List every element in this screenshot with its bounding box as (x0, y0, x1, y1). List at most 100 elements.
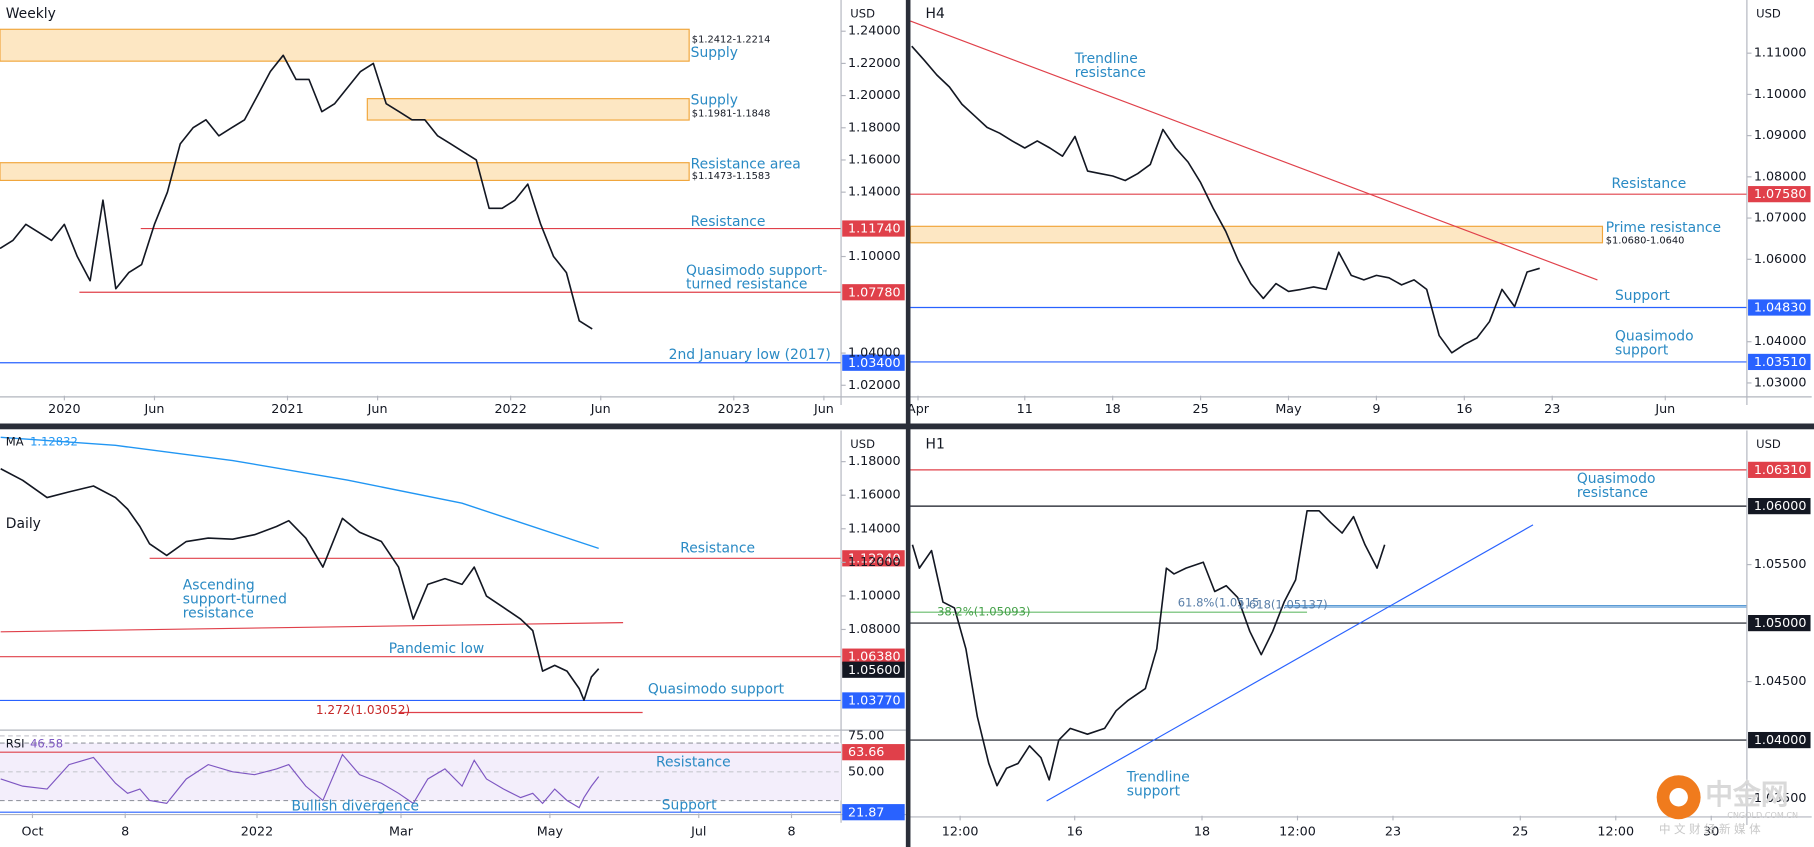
price-badge (1748, 299, 1811, 316)
axis-unit: USD (850, 6, 875, 20)
trendline (0, 622, 624, 633)
price-badge-label: 1.05000 (1754, 615, 1807, 630)
x-tick-label: 8 (787, 823, 795, 838)
panel-title: H1 (926, 436, 945, 452)
annotation: Resistance area (691, 156, 801, 172)
annotation: Ascending (183, 577, 255, 593)
annotation: resistance (1075, 65, 1146, 81)
annotation: support (1127, 783, 1181, 799)
x-tick-label: 12:00 (1597, 823, 1634, 838)
price-badge-label: 1.05600 (848, 662, 901, 677)
price-badge (842, 692, 905, 709)
y-tick-label: 1.10000 (848, 587, 901, 602)
x-tick-label: 16 (1456, 401, 1472, 416)
x-tick-label: Apr (907, 401, 930, 416)
price-badge (1748, 498, 1811, 515)
trendline (910, 20, 1598, 281)
price-line (0, 54, 593, 330)
annotation: support-turned (183, 591, 287, 607)
moving-average (0, 436, 599, 550)
x-tick-label: Jul (690, 823, 706, 838)
y-tick-label: 1.18000 (848, 119, 901, 134)
annotation: Trendline (1074, 51, 1138, 67)
annotation: resistance (1577, 485, 1648, 501)
panel-title: Daily (6, 516, 41, 532)
price-badge (842, 220, 905, 237)
annotation: Resistance (691, 214, 766, 230)
y-tick-label: 1.14000 (848, 184, 901, 199)
annotation: Supply (691, 93, 738, 109)
price-badge (842, 354, 905, 371)
zone (910, 225, 1604, 244)
x-tick-label: Mar (389, 823, 414, 838)
price-badge (1748, 353, 1811, 371)
watermark: 中金网 中文财经新媒体 CNGOLD.COM.CN (1656, 775, 1798, 836)
y-tick-label: 75.00 (848, 727, 884, 742)
rsi-line (0, 753, 600, 809)
x-tick-label: 23 (1385, 823, 1401, 838)
y-tick-label: 1.06000 (1754, 251, 1807, 266)
watermark-name: 中金网 (1705, 778, 1788, 811)
x-tick-label: 25 (1192, 401, 1208, 416)
y-tick-label: 50.00 (848, 763, 884, 778)
x-tick-label: 2022 (494, 401, 526, 416)
y-tick-label: 1.08000 (1754, 168, 1807, 183)
annotation: Prime resistance (1606, 220, 1721, 236)
x-tick-label: May (537, 823, 564, 838)
x-tick-label: Jun (144, 401, 165, 416)
rsi-title: RSI (6, 737, 25, 751)
annotation: Trendline (1126, 770, 1190, 786)
x-tick-label: Jun (813, 401, 834, 416)
price-badge (842, 744, 905, 761)
price-badge (842, 661, 905, 678)
x-tick-label: Jun (590, 401, 611, 416)
annotation: Quasimodo (1577, 471, 1656, 487)
plot (0, 436, 842, 714)
annotation: 2nd January low (2017) (669, 347, 831, 363)
x-tick-label: Jun (367, 401, 388, 416)
annotation: turned resistance (686, 277, 807, 293)
y-tick-label: 1.03000 (1754, 374, 1807, 389)
price-badge (1748, 615, 1811, 632)
price-badge-label: 1.03770 (848, 693, 901, 708)
annotation: support (1615, 343, 1669, 359)
price-badge (842, 804, 905, 821)
zone (0, 28, 690, 62)
annotation: 38.2%(1.05093) (937, 605, 1030, 619)
annotation: 61.8%(1.0515 (1178, 595, 1260, 609)
y-tick-label: 1.05500 (1754, 556, 1807, 571)
watermark-site: CNGOLD.COM.CN (1727, 810, 1798, 820)
divider-horizontal (0, 423, 1814, 430)
y-tick-label: 1.08000 (848, 621, 901, 636)
price-line (911, 510, 1386, 787)
annotation: 1.272(1.03052) (316, 703, 410, 717)
annotation: Resistance (656, 755, 731, 771)
x-tick-label: 2020 (48, 401, 80, 416)
y-tick-label: 1.07000 (1754, 210, 1807, 225)
annotation: Quasimodo support (648, 682, 785, 698)
y-tick-label: 1.16000 (848, 487, 901, 502)
price-badge (1748, 186, 1811, 203)
annotation: $1.0680-1.0640 (1606, 236, 1685, 247)
plot (910, 469, 1747, 802)
axis-unit: USD (850, 437, 875, 451)
price-badge (842, 648, 905, 665)
price-badge-label: 1.07780 (848, 284, 901, 299)
y-tick-label: 1.04500 (1754, 673, 1807, 688)
watermark-tagline: 中文财经新媒体 (1659, 822, 1764, 836)
annotation: Support (662, 797, 717, 813)
y-tick-label: 1.11000 (1754, 45, 1807, 60)
x-tick-label: 8 (121, 823, 129, 838)
price-badge-label: 21.87 (848, 804, 884, 819)
annotation: Resistance (1612, 176, 1687, 192)
trendline (1046, 524, 1534, 802)
x-tick-label: 30 (1703, 823, 1719, 838)
x-tick-label: Jun (1654, 401, 1675, 416)
price-badge-label: 1.06000 (1754, 498, 1807, 513)
price-badge-label: 1.04830 (1754, 300, 1807, 315)
ma-value: 1.12832 (30, 435, 78, 449)
x-tick-label: 25 (1512, 823, 1528, 838)
y-tick-label: 1.04000 (1754, 333, 1807, 348)
x-tick-label: 18 (1194, 823, 1210, 838)
annotation: Bullish divergence (292, 799, 419, 815)
